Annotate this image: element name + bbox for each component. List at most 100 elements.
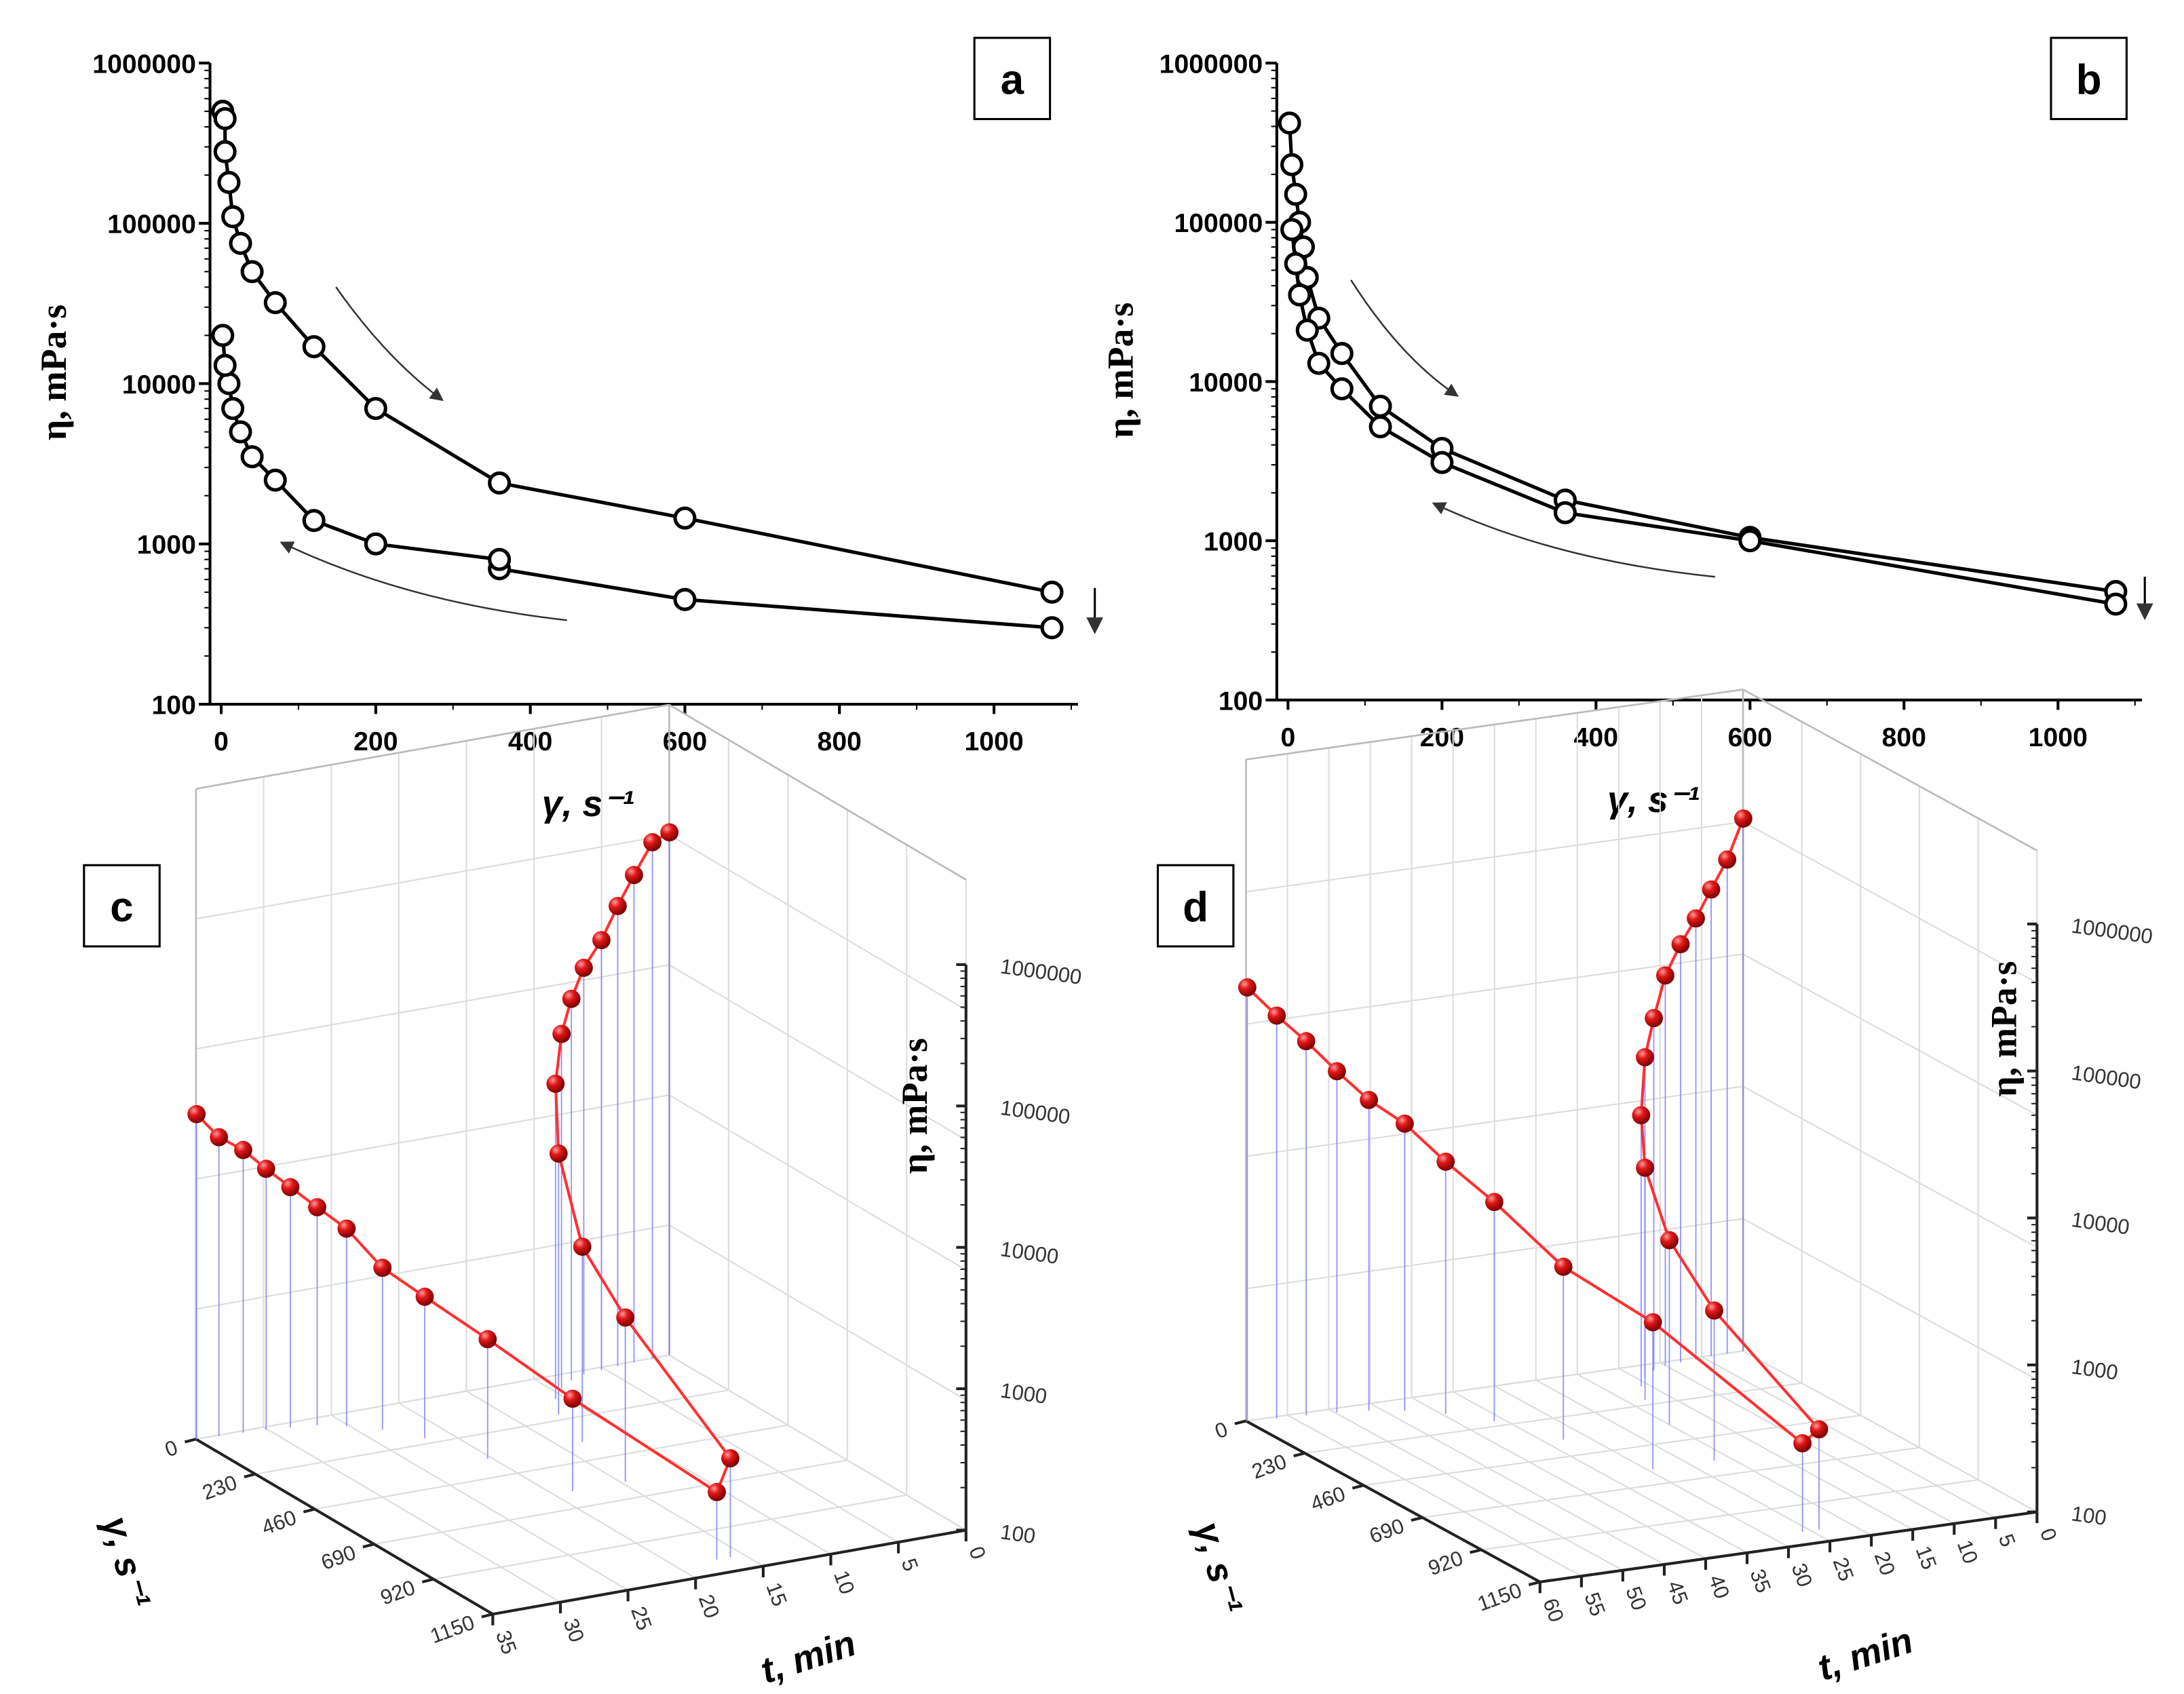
data-point [1705,1301,1723,1320]
side-wall-gridline [195,1094,670,1180]
y-tick-label: 1000000 [1160,50,1263,79]
data-point-down [213,353,237,377]
data-point [1660,1231,1679,1250]
gamma-tick [481,1613,493,1619]
data-point [1793,1434,1812,1452]
data-point [552,1024,571,1043]
floor-gridline [1411,1397,1706,1560]
data-point [478,1330,497,1349]
data-point-up [364,397,387,421]
t-tick-label: 10 [1953,1537,1983,1566]
data-point-down [1307,351,1330,375]
data-point-up [217,170,241,194]
data-point-up [1040,580,1064,604]
eta-axis-label: η, mPa·s [1983,961,2024,1097]
floor-gridline [465,1390,764,1567]
t-axis-label: t, min [1813,1620,1918,1689]
data-point [563,1389,582,1408]
floor-gridline [1453,1391,1748,1554]
t-axis [492,1528,967,1616]
data-point [1733,809,1752,828]
gamma-tick-label: 690 [1366,1514,1407,1548]
data-point-down [1368,415,1392,439]
x-tick-label: 800 [1882,723,1926,752]
data-point-down [217,372,241,396]
eta-tick-label: 100000 [999,1096,1071,1129]
data-point-up [213,107,237,130]
x-tick-label: 1000 [964,727,1023,756]
x-axis-label: γ, s⁻¹ [542,784,634,824]
x-tick-label: 200 [353,727,398,756]
data-point-down [1280,218,1304,242]
eta-tick-label: 100 [2070,1501,2108,1530]
data-point-up [213,140,237,163]
data-point-down [364,532,387,556]
floor-gridline [1618,1368,1913,1531]
x-tick-label: 600 [1728,723,1772,752]
floor-gridline [263,1426,561,1603]
floor-gridline [314,1424,788,1510]
data-point [1554,1257,1573,1276]
gamma-tick-label: 0 [1212,1417,1231,1444]
data-point [1671,935,1690,954]
floor-gridline [398,1402,696,1579]
floor-gridline [668,1354,967,1531]
data-point [1328,1062,1346,1081]
side-wall-gridline [195,964,670,1050]
x-axis-label: γ, s⁻¹ [1607,779,1700,820]
eta-axis-label: η, mPa·s [894,1038,935,1174]
floor-gridline [1535,1379,1831,1542]
data-point-up [488,471,512,495]
data-point [546,1075,565,1093]
floor-gridline [1328,1408,1624,1571]
eta-tick-label: 100000 [2070,1060,2143,1094]
y-tick-label: 1000 [1204,528,1263,557]
t-tick-label: 40 [1704,1572,1735,1602]
data-point-up [673,506,697,530]
gamma-tick [303,1507,315,1514]
gamma-tick [1528,1580,1541,1586]
eta-tick-label: 1000000 [999,954,1083,988]
y-tick-label: 1000000 [92,50,196,79]
data-point [1484,1193,1503,1212]
floor-gridline [330,1414,629,1591]
data-point-down [1284,252,1307,275]
panel-d: 0230460690920115005101520253035404550556… [1156,689,2154,1689]
series-line-up [1288,123,2116,594]
data-point [337,1219,356,1238]
y-tick-label: 10000 [122,370,196,400]
data-point-up [1280,153,1304,176]
data-point-up [302,335,326,359]
data-point [625,866,643,885]
gamma-tick [362,1543,375,1549]
data-point [1702,880,1721,899]
t-tick-label: 15 [761,1579,792,1609]
panel-label: d [1183,884,1208,931]
data-point [643,833,662,851]
data-point-down [488,547,512,571]
floor-gridline [1370,1402,1665,1565]
data-point-down [1738,529,1762,553]
eta-tick-label: 1000 [999,1379,1048,1408]
series-line [1246,817,1822,1446]
gamma-tick [1234,1419,1246,1425]
t-tick-label: 10 [829,1567,860,1597]
side-wall-gridline [195,834,670,920]
gamma-axis-label: γ, s⁻¹ [1187,1518,1250,1617]
floor-gridline [433,1494,907,1580]
gamma-tick [421,1577,434,1583]
back-wall-gridline [1742,1218,2037,1381]
y-tick-label: 100000 [1174,209,1263,238]
gamma-tick-label: 1150 [1474,1578,1525,1616]
gamma-tick-label: 460 [1307,1482,1348,1516]
data-point-up [229,231,252,255]
data-point-up [1330,342,1354,366]
x-tick-label: 800 [818,727,862,756]
x-tick-label: 400 [1574,723,1618,752]
t-tick-label: 35 [491,1628,522,1657]
t-tick-label: 0 [2035,1525,2062,1544]
back-wall-gridline [1742,953,2037,1116]
gamma-tick [1470,1548,1482,1554]
eta-tick-label: 1000 [2070,1355,2120,1385]
